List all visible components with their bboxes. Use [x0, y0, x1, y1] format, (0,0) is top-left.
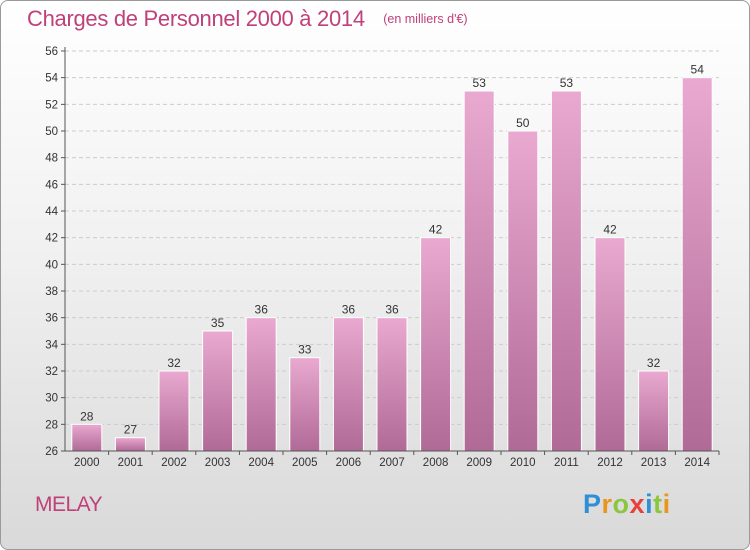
bar-value-label: 32	[647, 356, 661, 370]
bar	[463, 90, 495, 452]
bar-layer	[71, 77, 713, 452]
bar	[507, 130, 539, 452]
x-tick-label: 2005	[292, 457, 318, 469]
logo-letter: t	[653, 489, 663, 519]
y-tick-label: 34	[45, 339, 58, 351]
x-tick-label: 2002	[161, 457, 187, 469]
y-tick-label: 56	[45, 46, 58, 58]
bar	[376, 317, 408, 452]
y-tick-label: 36	[45, 313, 58, 325]
logo-letter: i	[645, 489, 654, 519]
proxiti-logo: Proxiti	[583, 489, 671, 520]
logo-letter: x	[629, 489, 646, 519]
bar-value-label: 53	[560, 76, 574, 90]
bar-value-label: 32	[167, 356, 181, 370]
chart-title: Charges de Personnel 2000 à 2014	[27, 6, 365, 31]
x-tick-label: 2000	[74, 457, 100, 469]
bar-value-label: 54	[691, 63, 705, 77]
x-tick-label: 2014	[684, 457, 710, 469]
y-tick-label: 38	[45, 286, 58, 298]
bar-value-label: 42	[603, 223, 617, 237]
x-tick-label: 2006	[336, 457, 362, 469]
chart-subtitle: (en milliers d'€)	[383, 12, 468, 26]
y-tick-label: 52	[45, 99, 58, 111]
bar-value-label: 36	[342, 303, 356, 317]
logo-letter: r	[601, 489, 613, 519]
x-tick-label: 2012	[597, 457, 623, 469]
x-tick-label: 2013	[641, 457, 667, 469]
bar	[594, 237, 626, 452]
bar-value-label: 35	[211, 316, 225, 330]
y-tick-label: 28	[45, 419, 58, 431]
bar	[638, 370, 670, 452]
axis-layer: 26 28 30 32 34 36 38 40 42 44 46 48 50 52 54 56 2000 2001…	[45, 46, 720, 469]
bar	[550, 90, 582, 452]
bar-value-label: 36	[255, 303, 269, 317]
bar-value-label: 36	[385, 303, 399, 317]
title-row: Charges de Personnel 2000 à 2014 (en mil…	[27, 6, 468, 36]
bar	[114, 437, 146, 452]
y-tick-label: 40	[45, 259, 58, 271]
x-tick-label: 2001	[118, 457, 144, 469]
x-tick-label: 2004	[248, 457, 274, 469]
x-tick-label: 2007	[379, 457, 405, 469]
label-layer: 28 27 32 35 36 33 36 36 42 53 50 53 42 32 54	[80, 63, 704, 437]
bar-value-label: 50	[516, 116, 530, 130]
y-tick-label: 50	[45, 126, 58, 138]
x-tick-label: 2009	[466, 457, 492, 469]
bar-value-label: 33	[298, 343, 312, 357]
bar-value-label: 28	[80, 409, 94, 423]
y-tick-label: 32	[45, 366, 58, 378]
bar	[420, 237, 452, 452]
bar	[202, 330, 234, 452]
commune-name: MELAY	[35, 493, 103, 516]
y-tick-label: 46	[45, 179, 58, 191]
bar-value-label: 27	[124, 423, 138, 437]
x-tick-label: 2010	[510, 457, 536, 469]
y-tick-label: 48	[45, 153, 58, 165]
bar	[332, 317, 364, 452]
y-tick-label: 30	[45, 393, 58, 405]
bar	[71, 423, 103, 452]
x-tick-label: 2011	[554, 457, 579, 469]
y-tick-label: 42	[45, 233, 58, 245]
logo-letter: i	[662, 489, 671, 519]
logo-letter: o	[612, 489, 630, 519]
x-tick-label: 2008	[423, 457, 449, 469]
y-tick-label: 44	[45, 206, 58, 218]
bar-value-label: 53	[473, 76, 487, 90]
y-tick-label: 26	[45, 446, 58, 458]
bar	[245, 317, 277, 452]
bar	[681, 77, 713, 452]
logo-letter: P	[583, 489, 602, 519]
bar	[289, 357, 321, 452]
y-tick-label: 54	[45, 73, 58, 85]
x-tick-label: 2003	[205, 457, 231, 469]
bar-value-label: 42	[429, 223, 443, 237]
bar	[158, 370, 190, 452]
